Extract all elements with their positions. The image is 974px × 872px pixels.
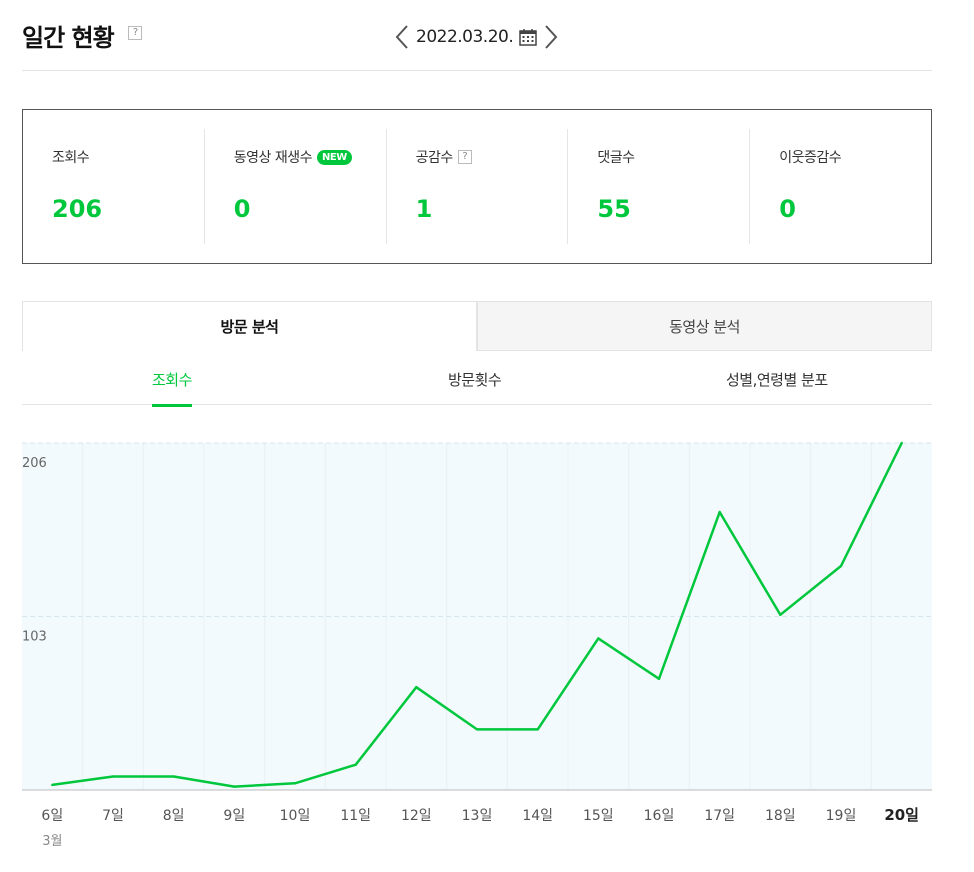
calendar-icon[interactable] xyxy=(519,28,537,46)
data-point xyxy=(354,763,357,766)
data-point xyxy=(536,728,539,731)
x-month-label: 3월 xyxy=(42,834,62,849)
stat-label: 조회수 xyxy=(52,150,90,166)
x-tick-label: 8일 xyxy=(163,808,185,824)
data-point xyxy=(597,637,600,640)
x-tick-label: 10일 xyxy=(280,808,311,824)
header: 일간 현황 ? 2022.03.20. xyxy=(22,0,932,71)
tab-video-analysis[interactable]: 동영상 분석 xyxy=(477,301,932,351)
current-date: 2022.03.20. xyxy=(416,27,514,47)
views-line-chart: 206 103 6일 7일 8일 9일 10일 11일 12일 13일 14일 15일 16일 17일 18… xyxy=(22,441,932,849)
data-point xyxy=(293,782,297,785)
data-point xyxy=(779,613,782,617)
x-tick-label: 18일 xyxy=(765,808,796,824)
stat-video-plays: 동영상 재생수 NEW 0 xyxy=(205,129,387,244)
data-point xyxy=(475,728,479,731)
stat-neighbor-change: 이웃증감수 0 xyxy=(750,129,931,244)
subtab-demographics[interactable]: 성별,연령별 분포 xyxy=(726,371,828,389)
stat-label: 이웃증감수 xyxy=(779,150,842,166)
help-icon[interactable]: ? xyxy=(128,26,142,40)
data-point xyxy=(718,510,721,514)
stat-value: 0 xyxy=(779,195,796,223)
stat-comments: 댓글수 55 xyxy=(568,129,751,244)
data-point xyxy=(657,677,661,681)
y-tick-label: 206 xyxy=(22,456,47,471)
stat-value: 55 xyxy=(597,195,631,223)
data-point xyxy=(172,775,175,778)
date-navigator: 2022.03.20. xyxy=(392,22,561,52)
y-tick-label: 103 xyxy=(22,630,47,645)
x-tick-label: 6일 xyxy=(41,808,63,824)
x-tick-label: 16일 xyxy=(644,808,675,824)
x-tick-label: 13일 xyxy=(462,808,493,824)
x-tick-label: 9일 xyxy=(223,808,245,824)
x-tick-label: 12일 xyxy=(401,808,432,824)
data-point xyxy=(233,785,236,788)
chevron-right-icon[interactable] xyxy=(541,22,561,52)
stat-label: 동영상 재생수 xyxy=(233,150,313,166)
data-point xyxy=(415,686,418,689)
data-point xyxy=(839,564,843,568)
new-badge: NEW xyxy=(317,149,352,165)
page-title-text: 일간 현황 xyxy=(22,24,115,52)
data-point xyxy=(111,775,115,778)
chevron-left-icon[interactable] xyxy=(392,22,412,52)
data-point xyxy=(900,441,903,445)
stat-label: 공감수 xyxy=(415,150,454,166)
stats-summary: 조회수 206 동영상 재생수 NEW 0 공감수 ? 1 댓글수 55 이웃증… xyxy=(22,109,932,264)
stat-label-row: 공감수 ? xyxy=(416,147,472,167)
stat-value: 206 xyxy=(52,195,103,223)
help-icon[interactable]: ? xyxy=(457,150,472,164)
chart-plot-area xyxy=(22,443,932,790)
stat-views: 조회수 206 xyxy=(23,129,205,244)
x-tick-label: 14일 xyxy=(522,808,553,824)
x-tick-label: 19일 xyxy=(826,808,857,824)
subtab-visit-count[interactable]: 방문횟수 xyxy=(448,371,502,389)
analysis-tabs: 방문 분석 동영상 분석 xyxy=(22,301,932,351)
stat-likes: 공감수 ? 1 xyxy=(387,129,569,244)
stat-label: 댓글수 xyxy=(597,150,635,166)
stat-label-row: 동영상 재생수 NEW xyxy=(234,147,352,167)
page-title: 일간 현황 ? xyxy=(22,18,142,53)
x-tick-label: 20일 xyxy=(884,806,919,824)
data-point xyxy=(51,783,54,787)
sub-tabs: 조회수 방문횟수 성별,연령별 분포 xyxy=(22,351,932,407)
x-tick-label: 15일 xyxy=(583,808,614,824)
x-tick-label: 11일 xyxy=(340,808,371,824)
stat-value: 1 xyxy=(415,195,433,223)
x-tick-label: 7일 xyxy=(102,808,124,824)
x-tick-label: 17일 xyxy=(704,808,735,824)
stat-value: 0 xyxy=(233,195,251,223)
tab-visit-analysis[interactable]: 방문 분석 xyxy=(22,301,477,351)
subtab-views[interactable]: 조회수 xyxy=(152,369,192,407)
